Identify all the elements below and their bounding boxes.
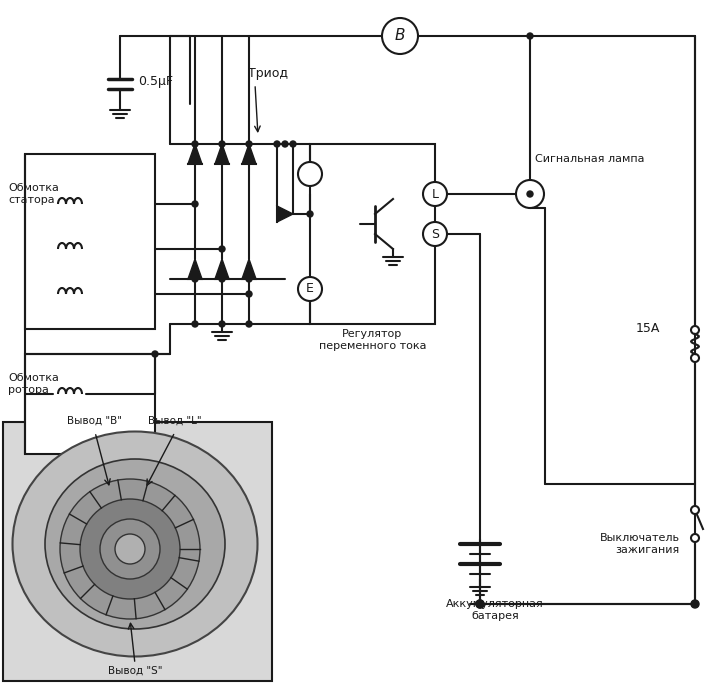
Text: Обмотка
статора: Обмотка статора xyxy=(8,183,59,205)
Circle shape xyxy=(290,141,296,147)
Circle shape xyxy=(298,162,322,186)
Polygon shape xyxy=(215,259,229,279)
Circle shape xyxy=(476,600,484,608)
Text: Обмотка
ротора: Обмотка ротора xyxy=(8,373,59,395)
Circle shape xyxy=(307,211,313,217)
Circle shape xyxy=(100,519,160,579)
Circle shape xyxy=(274,141,280,147)
Text: Вывод "S": Вывод "S" xyxy=(108,666,162,676)
Text: Выключатель
зажигания: Выключатель зажигания xyxy=(600,534,680,555)
Polygon shape xyxy=(242,259,256,279)
Circle shape xyxy=(282,141,288,147)
Circle shape xyxy=(246,291,252,297)
Circle shape xyxy=(423,182,447,206)
Circle shape xyxy=(192,321,198,327)
Circle shape xyxy=(527,191,533,197)
Circle shape xyxy=(382,18,418,54)
Circle shape xyxy=(192,276,198,282)
FancyBboxPatch shape xyxy=(3,422,272,681)
Circle shape xyxy=(246,276,252,282)
Circle shape xyxy=(192,141,198,147)
Circle shape xyxy=(527,33,533,39)
Text: E: E xyxy=(306,282,314,295)
Circle shape xyxy=(192,201,198,207)
Text: Триод: Триод xyxy=(248,68,288,81)
FancyBboxPatch shape xyxy=(25,154,155,329)
Circle shape xyxy=(476,600,484,608)
Circle shape xyxy=(219,141,225,147)
Text: 0.5μF: 0.5μF xyxy=(138,75,173,88)
Text: S: S xyxy=(431,228,439,241)
Polygon shape xyxy=(188,259,202,279)
Text: L: L xyxy=(431,187,439,200)
Circle shape xyxy=(152,351,158,357)
Ellipse shape xyxy=(12,432,257,657)
Polygon shape xyxy=(188,144,202,164)
Polygon shape xyxy=(242,144,256,164)
Circle shape xyxy=(691,534,699,542)
Circle shape xyxy=(60,479,200,619)
Text: Вывод "L": Вывод "L" xyxy=(148,416,202,426)
Circle shape xyxy=(423,222,447,246)
Circle shape xyxy=(80,499,180,599)
FancyBboxPatch shape xyxy=(310,144,435,324)
FancyBboxPatch shape xyxy=(25,354,155,454)
Polygon shape xyxy=(277,206,293,222)
Circle shape xyxy=(219,276,225,282)
Circle shape xyxy=(219,246,225,252)
Text: Регулятор
переменного тока: Регулятор переменного тока xyxy=(319,329,426,351)
Text: Аккумуляторная
батарея: Аккумуляторная батарея xyxy=(446,599,544,620)
Text: B: B xyxy=(394,29,405,44)
Circle shape xyxy=(219,321,225,327)
Circle shape xyxy=(246,141,252,147)
Circle shape xyxy=(691,506,699,514)
Circle shape xyxy=(298,277,322,301)
Circle shape xyxy=(691,354,699,362)
Text: 15A: 15A xyxy=(636,322,660,335)
Circle shape xyxy=(691,326,699,334)
Text: Сигнальная лампа: Сигнальная лампа xyxy=(535,154,645,164)
Text: Вывод "B": Вывод "B" xyxy=(67,416,123,426)
Circle shape xyxy=(115,534,145,564)
Circle shape xyxy=(516,180,544,208)
Polygon shape xyxy=(215,144,229,164)
Circle shape xyxy=(246,321,252,327)
Circle shape xyxy=(691,600,699,608)
Ellipse shape xyxy=(45,459,225,629)
